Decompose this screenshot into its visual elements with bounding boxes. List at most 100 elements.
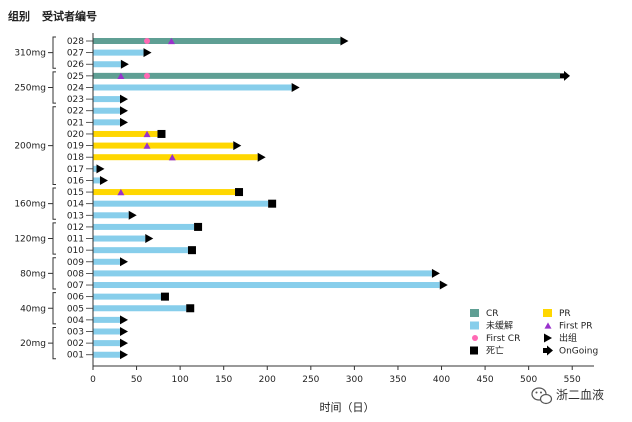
group-200mg: 200mg xyxy=(14,106,56,185)
death-marker xyxy=(268,199,277,208)
group-40mg: 40mg xyxy=(20,292,56,325)
bar xyxy=(93,38,341,44)
subject-row-014: 014 xyxy=(67,199,277,210)
exit-marker xyxy=(120,327,129,336)
bar xyxy=(93,142,234,149)
legend-label: 死亡 xyxy=(486,345,504,357)
exit-marker xyxy=(120,257,129,267)
subject-row-018: 018 xyxy=(67,152,266,163)
group-label: 20mg xyxy=(20,339,46,349)
death-marker xyxy=(194,222,203,231)
subject-row-005: 005 xyxy=(67,304,195,314)
subject-label: 014 xyxy=(67,200,84,210)
x-tick-label: 150 xyxy=(215,375,232,385)
subject-row-012: 012 xyxy=(67,222,203,233)
subject-label: 017 xyxy=(67,165,84,175)
legend-label: OnGoing xyxy=(559,347,598,357)
subject-label: 006 xyxy=(67,293,84,303)
first-cr-marker xyxy=(144,72,151,79)
exit-marker xyxy=(143,48,152,58)
subject-label: 011 xyxy=(67,235,84,245)
legend-swatch xyxy=(470,309,479,317)
group-20mg: 20mg xyxy=(20,327,56,360)
subject-row-027: 027 xyxy=(67,48,152,59)
group-bracket xyxy=(48,222,56,255)
death-marker xyxy=(235,188,244,197)
group-bracket xyxy=(48,71,56,104)
group-label: 200mg xyxy=(14,142,46,152)
exit-marker xyxy=(128,210,137,220)
dose-groups: 310mg 250mg 200mg 160mg 120mg 80mg 40mg 20mg xyxy=(14,36,56,360)
bar xyxy=(93,328,121,335)
exit-marker xyxy=(233,141,242,151)
bar xyxy=(93,84,292,91)
legend-label: PR xyxy=(559,309,571,319)
subject-label: 022 xyxy=(67,107,84,117)
bar xyxy=(93,305,187,312)
group-label: 250mg xyxy=(14,83,46,93)
death-marker xyxy=(160,292,169,301)
x-tick-label: 350 xyxy=(389,375,406,385)
exit-marker xyxy=(120,59,129,69)
group-bracket xyxy=(48,36,56,69)
first-pr-marker xyxy=(117,188,125,196)
bar xyxy=(93,49,144,56)
subject-label: 010 xyxy=(67,246,84,256)
legend-swatch xyxy=(544,322,552,329)
exit-marker xyxy=(145,234,154,244)
bar xyxy=(93,165,97,172)
bar xyxy=(93,340,121,347)
bar xyxy=(93,270,432,277)
ongoing-marker xyxy=(560,70,571,81)
exit-marker xyxy=(439,280,448,290)
subject-label: 025 xyxy=(67,72,84,82)
legend-label: 出组 xyxy=(559,332,577,344)
subject-row-019: 019 xyxy=(67,141,242,152)
subject-label: 008 xyxy=(67,269,84,279)
subject-label: 003 xyxy=(67,328,84,338)
subject-row-006: 006 xyxy=(67,292,169,303)
legend-swatch xyxy=(544,333,552,343)
watermark: 浙二血液 xyxy=(531,387,604,405)
group-label: 310mg xyxy=(14,49,46,59)
subject-label: 019 xyxy=(67,142,84,152)
subject-row-004: 004 xyxy=(67,315,129,326)
subject-row-023: 023 xyxy=(67,94,129,105)
subject-row-010: 010 xyxy=(67,246,196,256)
legend-label: First CR xyxy=(486,334,520,344)
legend-item-ongoing: OnGoing xyxy=(543,345,598,357)
legend-swatch xyxy=(472,335,478,341)
bar xyxy=(93,282,440,289)
exit-marker xyxy=(120,117,129,127)
subject-label: 026 xyxy=(67,60,84,70)
first-pr-marker xyxy=(143,130,151,138)
bar xyxy=(93,258,121,265)
legend-item-first_cr: First CR xyxy=(472,334,520,344)
bar xyxy=(93,316,121,323)
x-axis: 0 50 100 150 200 250 300 350 400 450 500 550 xyxy=(90,365,594,385)
subject-label: 021 xyxy=(67,118,84,128)
group-bracket xyxy=(48,257,56,290)
legend-swatch xyxy=(543,345,553,356)
subject-row-025: 025 xyxy=(67,70,571,82)
subject-row-009: 009 xyxy=(67,257,129,268)
death-marker xyxy=(157,129,166,138)
subject-label: 028 xyxy=(67,37,84,47)
subject-row-008: 008 xyxy=(67,268,440,279)
subject-row-022: 022 xyxy=(67,106,129,117)
exit-marker xyxy=(291,82,300,92)
subject-label: 020 xyxy=(67,130,84,140)
first-pr-marker xyxy=(167,37,175,45)
group-bracket xyxy=(48,292,56,325)
subject-label: 027 xyxy=(67,49,84,59)
x-tick-label: 50 xyxy=(131,375,143,385)
legend-item-PR: PR xyxy=(543,309,571,319)
subject-row-028: 028 xyxy=(67,36,349,47)
subject-label: 013 xyxy=(67,211,84,221)
group-header: 组别 xyxy=(8,9,30,23)
subject-header: 受试者编号 xyxy=(42,9,97,23)
bar xyxy=(93,119,121,126)
subject-row-015: 015 xyxy=(67,188,244,198)
group-bracket xyxy=(48,106,56,185)
